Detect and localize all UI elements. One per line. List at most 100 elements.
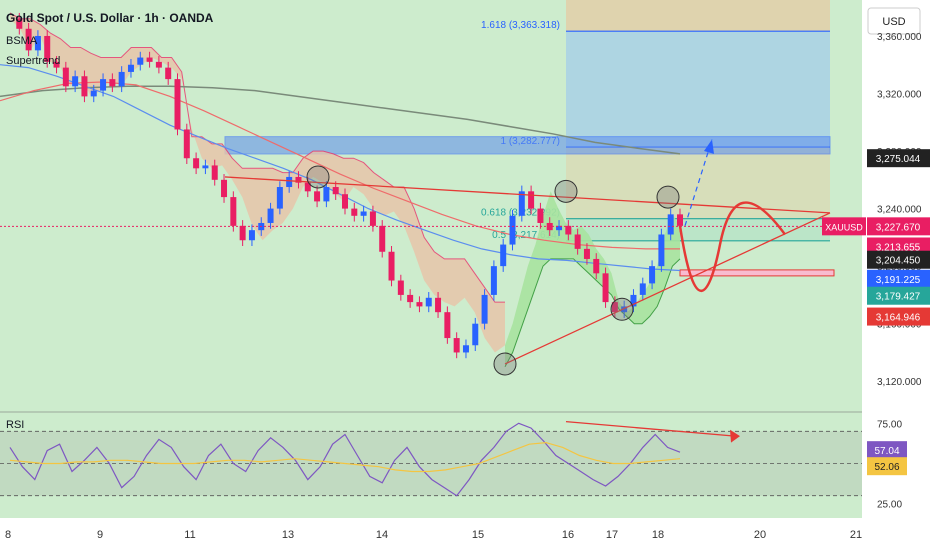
candle-body: [490, 266, 497, 295]
candle-body: [462, 345, 469, 353]
symbol-tag-box: [822, 217, 866, 236]
candle-body: [44, 35, 51, 62]
rsi-value-label: 52.06: [874, 462, 899, 473]
candle-body: [425, 297, 432, 307]
candle-body: [100, 79, 107, 91]
candle-body: [444, 312, 451, 339]
time-tick-label: 8: [5, 529, 11, 541]
candle-body: [118, 71, 125, 87]
rsi-line: [9, 422, 681, 497]
rsi-ma-line: [9, 441, 681, 473]
swing-point-marker: [493, 352, 517, 376]
price-tag-label: 3,275.044: [876, 154, 921, 165]
candle-body: [193, 158, 200, 169]
price-tick-label: 3,320.000: [877, 90, 922, 101]
rsi-tick-label: 75.00: [877, 419, 902, 430]
candle-body: [481, 294, 488, 324]
candle-body: [518, 191, 525, 216]
candle-body: [342, 194, 348, 209]
candle-body: [155, 61, 162, 68]
rsi-value-tag: [867, 441, 907, 460]
candle-body: [81, 76, 88, 97]
candle-body: [248, 230, 255, 241]
candle-body: [165, 67, 172, 80]
candle-body: [630, 294, 637, 307]
rsi-tick-label: 25.00: [877, 500, 902, 511]
candle-body: [593, 258, 600, 274]
price-tag-box: [867, 269, 930, 288]
candle-body: [565, 225, 572, 235]
candle-body: [416, 302, 423, 307]
rsi-value-tag: [867, 457, 907, 476]
candle-body: [453, 338, 460, 353]
candle-body: [90, 90, 97, 97]
time-tick-label: 20: [754, 529, 766, 541]
time-tick-label: 21: [850, 529, 862, 541]
rsi-divergence-arrow: [730, 429, 740, 443]
candle-body: [369, 211, 376, 226]
candle-body: [239, 225, 246, 241]
candle-body: [202, 165, 209, 169]
candle-body: [72, 76, 79, 87]
supertrend-down-line: [9, 12, 505, 303]
candle-body: [611, 302, 618, 313]
fib-level-label: 1.618 (3,363.318): [481, 20, 560, 31]
candle-body: [379, 225, 386, 252]
candle-body: [677, 214, 683, 226]
candle-body: [183, 129, 190, 159]
candle-body: [667, 214, 674, 235]
candle-body: [221, 179, 228, 198]
candle-body: [174, 79, 181, 130]
support-zone: [679, 269, 835, 277]
candle-body: [602, 273, 609, 303]
candle-body: [295, 176, 302, 183]
candle-body: [472, 323, 479, 346]
candle-body: [230, 197, 237, 226]
stop-zone-box: [566, 147, 830, 219]
swing-point-marker: [656, 185, 680, 209]
indicator-bsma-label[interactable]: BSMA: [6, 35, 38, 47]
candle-body: [574, 234, 581, 249]
price-tick-label: 3,120.000: [877, 377, 922, 388]
candle-body: [556, 225, 563, 231]
candle-body: [583, 248, 590, 259]
ma-gray-line: [0, 85, 681, 155]
currency-label: USD: [882, 16, 905, 28]
candle-body: [407, 294, 414, 303]
time-tick-label: 17: [606, 529, 618, 541]
candle-body: [528, 191, 535, 209]
candle-body: [304, 182, 311, 192]
candle-body: [397, 280, 404, 295]
candle-body: [62, 67, 69, 87]
candle-body: [16, 18, 23, 29]
price-tag-label: 3,204.450: [876, 256, 921, 267]
projected-breakout-dashed: [684, 139, 713, 227]
projected-path: [678, 201, 787, 293]
swing-point-marker: [554, 179, 578, 203]
price-tag-box: [867, 307, 930, 326]
currency-button[interactable]: [867, 7, 921, 35]
candle-body: [658, 234, 665, 267]
chart-title: Gold Spot / U.S. Dollar · 1h · OANDA: [6, 11, 214, 25]
price-tag-label: 3,227.670: [876, 222, 921, 233]
price-tick-label: 3,360.000: [877, 32, 922, 43]
candle-body: [267, 208, 274, 223]
price-tag-box: [867, 286, 930, 305]
resistance-zone: [224, 136, 831, 155]
candle-body: [211, 165, 218, 180]
candle-body: [34, 35, 41, 51]
price-tag-label: 3,213.655: [876, 242, 921, 253]
candle-body: [537, 208, 544, 223]
candle-body: [286, 176, 293, 188]
candle-body: [323, 187, 330, 202]
candle-body: [137, 57, 144, 65]
ma-blue-line: [0, 64, 681, 272]
candle-body: [127, 64, 134, 72]
candle-body: [332, 187, 339, 195]
time-axis-panel[interactable]: [0, 518, 932, 550]
rsi-divergence-line: [565, 421, 736, 437]
indicator-supertrend-label[interactable]: Supertrend: [6, 55, 60, 67]
supertrend-up-line: [504, 258, 681, 368]
time-tick-label: 18: [652, 529, 664, 541]
